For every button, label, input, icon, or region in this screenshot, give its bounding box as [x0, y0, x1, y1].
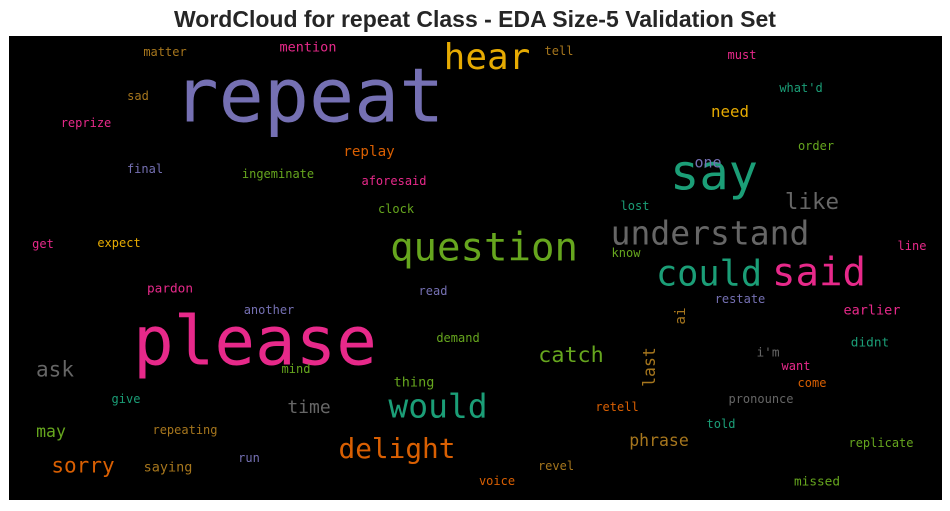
word-didnt: didnt — [850, 335, 890, 351]
word-ai: ai — [672, 307, 689, 325]
word-line: line — [897, 239, 927, 253]
word-understand: understand — [610, 213, 810, 253]
word-told: told — [706, 417, 736, 431]
word-lost: lost — [620, 199, 650, 213]
word-thing: thing — [393, 374, 435, 391]
word-repeat: repeat — [173, 51, 445, 140]
word-must: must — [727, 48, 757, 62]
word-pardon: pardon — [146, 281, 194, 297]
word-phrase: phrase — [629, 430, 689, 450]
word-say: say — [669, 145, 759, 202]
chart-title: WordCloud for repeat Class - EDA Size-5 … — [174, 6, 776, 32]
word-need: need — [711, 102, 749, 122]
word-like: like — [784, 188, 840, 215]
word-what-d: what'd — [779, 81, 823, 95]
word-repeating: repeating — [152, 423, 218, 437]
word-catch: catch — [538, 343, 604, 369]
word-sorry: sorry — [51, 453, 115, 478]
word-get: get — [32, 237, 54, 251]
word-know: know — [611, 246, 641, 260]
word-pronounce: pronounce — [728, 392, 794, 406]
wordcloud-canvas: repeat please say question said hear could unde… — [9, 36, 942, 500]
word-replicate: replicate — [848, 436, 914, 450]
word-tell: tell — [544, 44, 574, 58]
word-ask: ask — [36, 357, 74, 382]
word-expect: expect — [97, 236, 141, 250]
word-replay: replay — [343, 143, 395, 160]
word-missed: missed — [793, 474, 841, 490]
word-revel: revel — [537, 459, 575, 473]
word-matter: matter — [143, 45, 187, 59]
word-sad: sad — [127, 89, 149, 103]
word-clock: clock — [377, 202, 415, 216]
word-read: read — [418, 284, 448, 298]
word-aforesaid: aforesaid — [361, 174, 427, 188]
word-may: may — [36, 421, 66, 441]
word-delight: delight — [338, 432, 456, 466]
word-time: time — [287, 397, 331, 418]
word-saying: saying — [143, 459, 193, 476]
word-want: want — [781, 359, 811, 373]
word-run: run — [238, 451, 260, 465]
word-earlier: earlier — [843, 302, 901, 319]
word-would: would — [388, 386, 488, 426]
word-one: one — [694, 153, 722, 172]
word-question: question — [390, 225, 578, 271]
word-mind: mind — [281, 362, 311, 376]
word-hear: hear — [443, 37, 531, 78]
word-voice: voice — [478, 474, 516, 488]
word-could: could — [655, 253, 763, 295]
word-give: give — [111, 392, 141, 406]
word-last: last — [639, 347, 659, 387]
word-order: order — [797, 139, 835, 153]
word-come: come — [797, 376, 827, 390]
word-reprize: reprize — [60, 116, 112, 130]
word-ingeminate: ingeminate — [241, 167, 315, 181]
word-mention: mention — [279, 39, 337, 56]
word-final: final — [126, 162, 164, 176]
word-please: please — [133, 301, 377, 381]
word-said: said — [772, 250, 866, 296]
word-retell: retell — [595, 400, 639, 414]
word-i-m: i'm — [756, 345, 780, 361]
word-restate: restate — [714, 292, 766, 306]
word-another: another — [243, 303, 295, 317]
word-demand: demand — [436, 331, 480, 345]
